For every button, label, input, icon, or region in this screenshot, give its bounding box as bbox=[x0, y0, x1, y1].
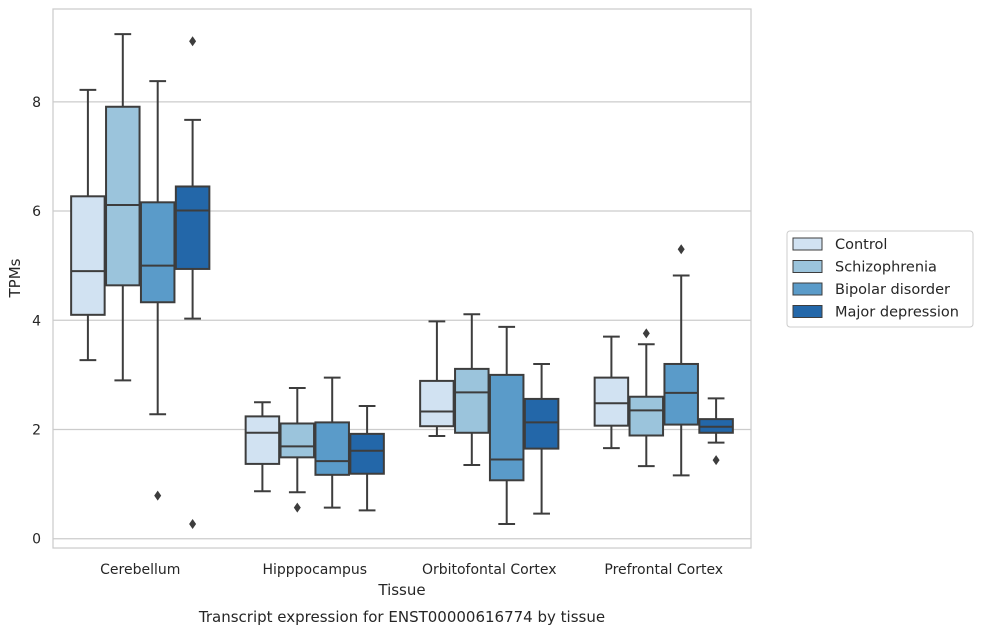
legend-swatch bbox=[792, 305, 823, 318]
box-iqr bbox=[244, 415, 281, 465]
box-iqr bbox=[454, 367, 490, 434]
box-0-2 bbox=[139, 80, 176, 501]
box-0-3 bbox=[174, 36, 211, 529]
legend-label: Control bbox=[835, 237, 887, 253]
box-iqr bbox=[105, 105, 141, 287]
box-iqr bbox=[314, 421, 350, 476]
box-3-0 bbox=[593, 335, 630, 450]
box-0-0 bbox=[70, 88, 106, 362]
legend-swatch bbox=[792, 260, 823, 273]
box-iqr bbox=[523, 397, 560, 450]
x-tick-label: Orbitofontal Cortex bbox=[422, 562, 557, 578]
boxes bbox=[70, 33, 734, 529]
outlier-point bbox=[154, 490, 162, 501]
chart-title: Transcript expression for ENST0000061677… bbox=[198, 608, 605, 626]
y-tick-label: 6 bbox=[32, 204, 41, 220]
y-axis-label: TPMs bbox=[6, 258, 24, 298]
box-iqr bbox=[628, 395, 665, 437]
x-axis-label: Tissue bbox=[377, 581, 425, 599]
box-iqr bbox=[139, 201, 176, 304]
box-3-3 bbox=[698, 397, 734, 466]
box-3-2 bbox=[663, 244, 699, 477]
plot-area-frame bbox=[52, 8, 752, 549]
outlier-point bbox=[189, 36, 197, 47]
legend-label: Major depression bbox=[835, 305, 959, 321]
box-1-0 bbox=[244, 401, 281, 493]
box-iqr bbox=[174, 185, 211, 270]
outlier-point bbox=[642, 328, 650, 339]
y-tick-label: 8 bbox=[32, 95, 41, 111]
x-tick-labels: Cerebellum Hipppocampus Orbitofontal Corte… bbox=[100, 562, 723, 578]
box-iqr bbox=[349, 432, 385, 475]
outlier-point bbox=[293, 502, 301, 513]
outlier-point bbox=[677, 244, 685, 255]
box-2-0 bbox=[419, 320, 455, 438]
box-2-1 bbox=[454, 313, 490, 466]
box-1-2 bbox=[314, 376, 350, 509]
y-tick-label: 2 bbox=[32, 422, 41, 438]
outlier-point bbox=[189, 518, 197, 529]
legend: Control Schizophrenia Bipolar disorder Majo… bbox=[786, 230, 974, 328]
box-1-3 bbox=[349, 405, 385, 512]
box-1-1 bbox=[279, 386, 316, 513]
legend-frame bbox=[786, 230, 974, 328]
box-iqr bbox=[663, 362, 699, 426]
legend-swatch bbox=[792, 237, 823, 251]
box-iqr bbox=[279, 422, 316, 459]
outlier-point bbox=[712, 455, 720, 466]
legend-label: Schizophrenia bbox=[835, 260, 937, 276]
box-2-3 bbox=[523, 362, 560, 515]
x-tick-label: Cerebellum bbox=[100, 562, 180, 578]
legend-swatch bbox=[792, 282, 823, 296]
x-tick-label: Hipppocampus bbox=[262, 562, 367, 578]
box-iqr bbox=[593, 376, 630, 427]
x-tick-label: Prefrontal Cortex bbox=[604, 562, 723, 578]
box-2-2 bbox=[488, 325, 525, 525]
y-tick-label: 0 bbox=[32, 532, 41, 548]
legend-label: Bipolar disorder bbox=[835, 282, 950, 298]
y-tick-labels: 0 2 4 6 8 bbox=[32, 95, 41, 548]
box-3-1 bbox=[628, 328, 665, 468]
box-iqr bbox=[488, 373, 525, 482]
box-0-1 bbox=[105, 33, 141, 382]
box-iqr bbox=[419, 379, 455, 428]
box-iqr bbox=[70, 195, 106, 316]
y-tick-label: 4 bbox=[32, 313, 41, 329]
